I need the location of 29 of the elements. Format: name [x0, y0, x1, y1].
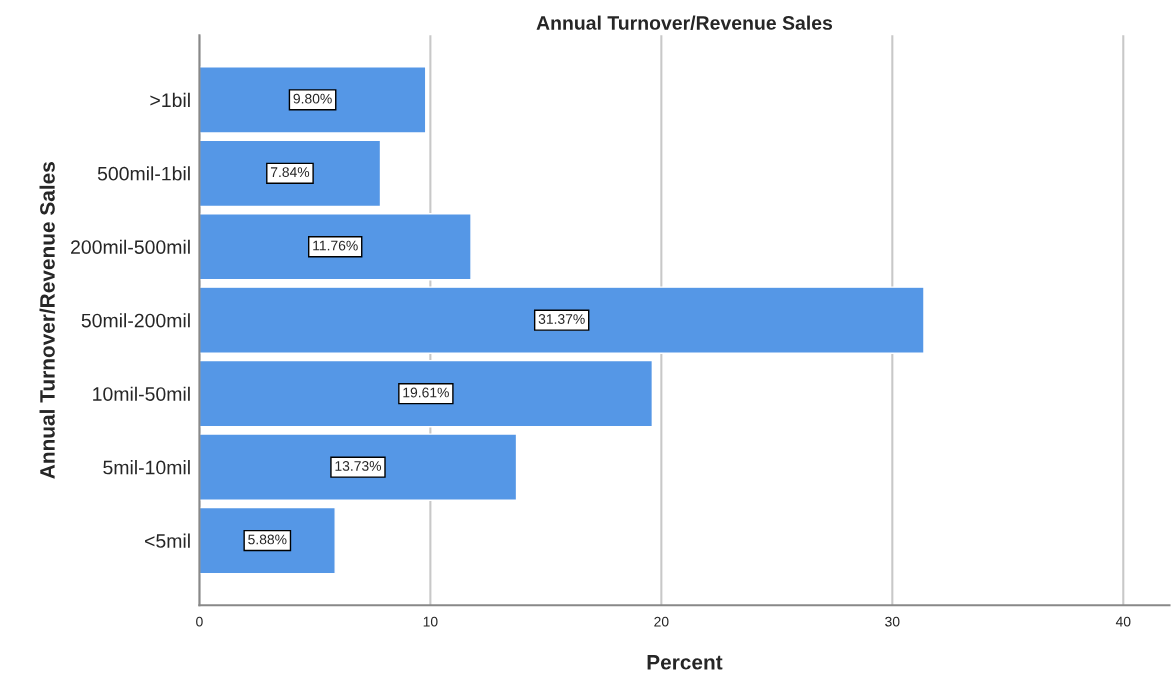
y-tick-label: <5mil: [145, 533, 190, 548]
x-tick-label: 0: [196, 616, 203, 627]
bar: [199, 506, 336, 575]
y-tick-label: 200mil-500mil: [71, 239, 190, 254]
y-tick-label: 10mil-50mil: [93, 386, 190, 401]
bar: [199, 359, 654, 428]
bar: [199, 213, 472, 281]
data-label: 5.88%: [248, 534, 287, 545]
x-axis-title: Percent: [647, 655, 723, 670]
data-label: 11.76%: [313, 240, 358, 251]
y-tick-label: 5mil-10mil: [103, 460, 190, 475]
x-tick-label: 10: [423, 616, 438, 627]
data-label: 9.80%: [293, 93, 332, 104]
y-tick-label: >1bil: [150, 92, 190, 108]
bar: [199, 286, 925, 354]
x-tick-label: 40: [1115, 616, 1131, 627]
data-label: 31.37%: [538, 314, 585, 324]
bar: [199, 139, 382, 208]
data-label: 19.61%: [403, 387, 449, 398]
y-tick-label: 50mil-200mil: [81, 313, 190, 328]
data-label: 13.73%: [335, 461, 382, 471]
x-tick-label: 30: [885, 616, 900, 627]
bar: [199, 433, 518, 501]
bar: [199, 66, 427, 134]
y-tick-label: 500mil-1bil: [97, 166, 190, 181]
y-axis-title: Annual Turnover/Revenue Sales: [39, 162, 56, 479]
x-tick-label: 20: [654, 616, 669, 627]
data-label: 7.84%: [270, 167, 310, 178]
chart-title: Annual Turnover/Revenue Sales: [536, 15, 833, 31]
